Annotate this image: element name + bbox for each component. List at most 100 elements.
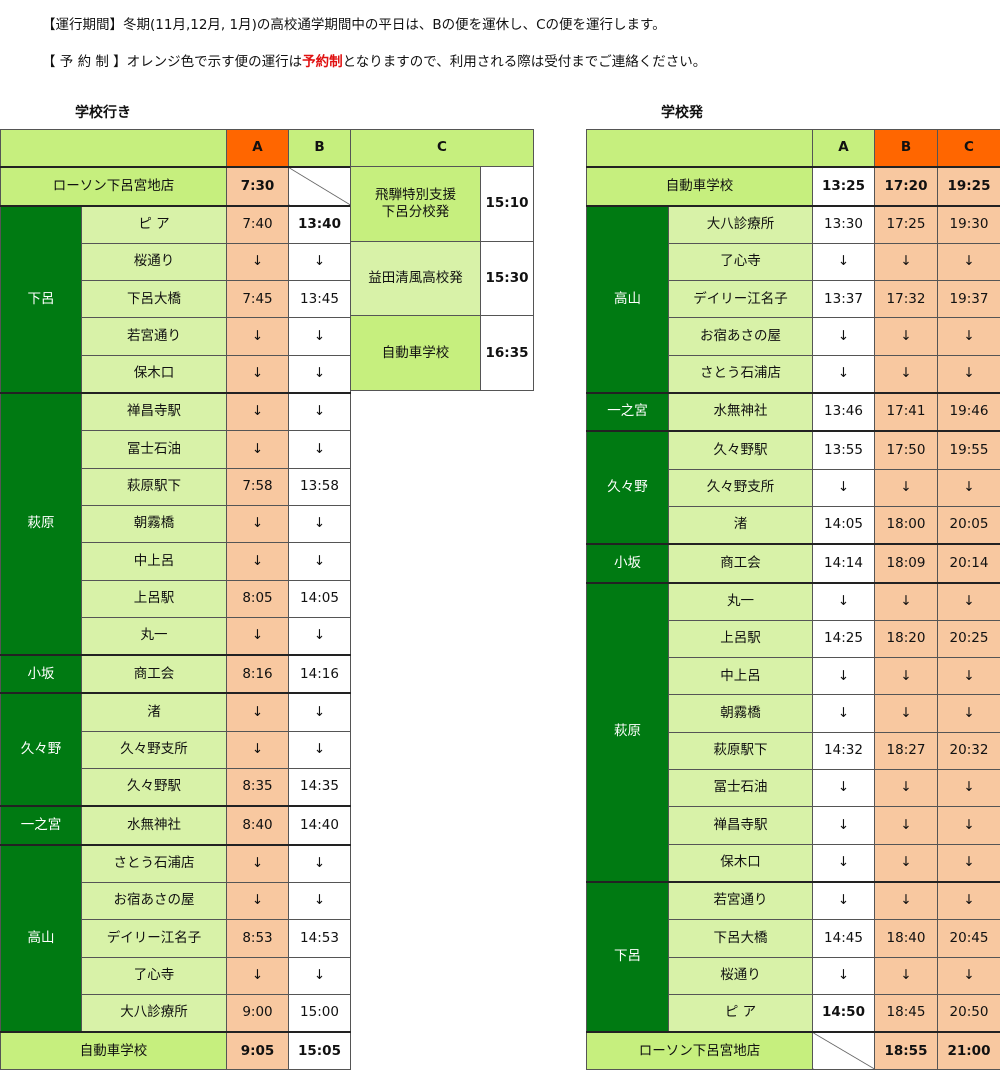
stop-name: 若宮通り — [82, 318, 227, 355]
time-cell: 14:16 — [289, 655, 351, 693]
time-cell: ↓ — [227, 845, 289, 883]
time-cell: ↓ — [289, 355, 351, 393]
column-header-b: B — [289, 130, 351, 168]
stop-name: 大八診療所 — [82, 994, 227, 1032]
stop-name: さとう石浦店 — [82, 845, 227, 883]
no-service-cell — [813, 1032, 875, 1070]
time-cell: 18:09 — [875, 544, 938, 582]
time-cell: ↓ — [289, 882, 351, 919]
reservation-note-text-end: となりますので、利用される際は受付までご連絡ください。 — [343, 54, 707, 70]
stop-name: 萩原駅下 — [82, 468, 227, 505]
time-cell: ↓ — [227, 693, 289, 731]
stop-name: 久々野支所 — [669, 469, 813, 506]
area-label: 下呂 — [1, 206, 82, 393]
time-cell: 19:25 — [938, 167, 1000, 205]
time-cell: 17:32 — [875, 281, 938, 318]
time-cell: 15:10 — [481, 167, 534, 242]
stop-name: 久々野支所 — [82, 731, 227, 768]
time-cell: ↓ — [938, 770, 1000, 807]
time-cell: 13:25 — [813, 167, 875, 205]
time-cell: ↓ — [875, 658, 938, 695]
time-cell: 14:45 — [813, 920, 875, 957]
stop-name: 保木口 — [669, 844, 813, 882]
time-cell: ↓ — [938, 695, 1000, 732]
time-cell: 18:20 — [875, 620, 938, 657]
table-row: 高山さとう石浦店↓↓ — [1, 845, 351, 883]
time-cell: ↓ — [938, 243, 1000, 280]
time-cell: ↓ — [875, 583, 938, 621]
time-cell: 17:20 — [875, 167, 938, 205]
time-cell: ↓ — [875, 807, 938, 844]
stop-name: さとう石浦店 — [669, 355, 813, 393]
time-cell: ↓ — [938, 844, 1000, 882]
stop-name: 益田清風高校発 — [351, 241, 481, 316]
stop-name: 自動車学校 — [587, 167, 813, 205]
column-header-a: A — [813, 130, 875, 168]
time-cell: ↓ — [227, 882, 289, 919]
time-cell: ↓ — [813, 243, 875, 280]
time-cell: 7:58 — [227, 468, 289, 505]
stop-name: 萩原駅下 — [669, 732, 813, 769]
time-cell: 14:53 — [289, 920, 351, 957]
area-label: 久々野 — [587, 431, 669, 544]
time-cell: 13:37 — [813, 281, 875, 318]
time-cell: 7:45 — [227, 281, 289, 318]
stop-name: 商工会 — [669, 544, 813, 582]
time-cell: ↓ — [875, 770, 938, 807]
time-cell: 9:00 — [227, 994, 289, 1032]
time-cell: 17:41 — [875, 393, 938, 431]
time-cell: 20:45 — [938, 920, 1000, 957]
stop-name: 自動車学校 — [351, 316, 481, 391]
area-label: 小坂 — [1, 655, 82, 693]
area-label: 萩原 — [587, 583, 669, 882]
time-cell: 20:05 — [938, 506, 1000, 544]
time-cell: ↓ — [289, 543, 351, 580]
time-cell: ↓ — [813, 695, 875, 732]
area-label: 小坂 — [587, 544, 669, 582]
stop-name: 久々野駅 — [82, 769, 227, 807]
reservation-note: 【 予 約 制 】オレンジ色で示す便の運行は予約制となりますので、利用される際は… — [42, 50, 706, 70]
time-cell: 15:00 — [289, 994, 351, 1032]
stop-name: 桜通り — [669, 957, 813, 994]
area-label: 萩原 — [1, 393, 82, 655]
time-cell: ↓ — [813, 957, 875, 994]
time-cell: ↓ — [227, 957, 289, 994]
time-cell: 7:30 — [227, 167, 289, 205]
time-cell: 14:35 — [289, 769, 351, 807]
reservation-note-text: 【 予 約 制 】オレンジ色で示す便の運行は — [42, 54, 302, 70]
stop-name: 保木口 — [82, 355, 227, 393]
stop-name: 大八診療所 — [669, 206, 813, 244]
column-header-c: C — [351, 130, 534, 167]
time-cell: 20:50 — [938, 994, 1000, 1032]
time-cell: 21:00 — [938, 1032, 1000, 1070]
time-cell: ↓ — [875, 957, 938, 994]
stop-name: 水無神社 — [669, 393, 813, 431]
stop-name: 水無神社 — [82, 806, 227, 844]
stop-name: 渚 — [82, 693, 227, 731]
time-cell: ↓ — [938, 469, 1000, 506]
time-cell: ↓ — [289, 957, 351, 994]
time-cell: 13:45 — [289, 281, 351, 318]
time-cell: ↓ — [227, 505, 289, 542]
time-cell: ↓ — [938, 583, 1000, 621]
time-cell: ↓ — [813, 469, 875, 506]
stop-name: ローソン下呂宮地店 — [1, 167, 227, 205]
time-cell: 18:00 — [875, 506, 938, 544]
time-cell: 15:30 — [481, 241, 534, 316]
time-cell: ↓ — [938, 882, 1000, 920]
time-cell: 14:32 — [813, 732, 875, 769]
stop-name: 冨士石油 — [669, 770, 813, 807]
time-cell: 18:27 — [875, 732, 938, 769]
time-cell: ↓ — [875, 469, 938, 506]
time-cell: 14:14 — [813, 544, 875, 582]
time-cell: 14:25 — [813, 620, 875, 657]
time-cell: 14:50 — [813, 994, 875, 1032]
stop-name: デイリー江名子 — [669, 281, 813, 318]
